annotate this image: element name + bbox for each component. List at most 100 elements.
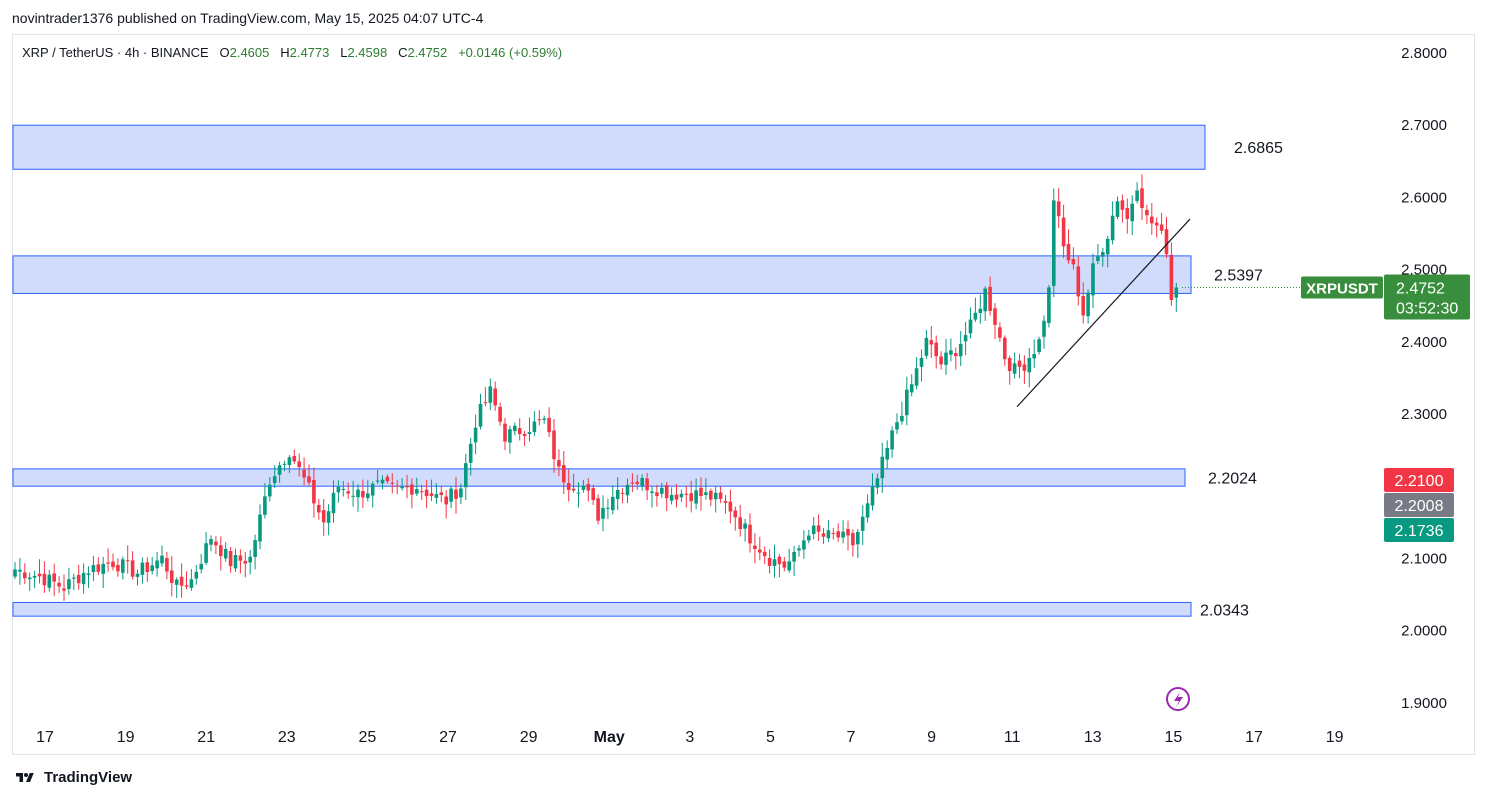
candle-body bbox=[728, 501, 733, 512]
candle-body bbox=[366, 493, 370, 499]
tradingview-brand[interactable]: TradingView bbox=[12, 769, 132, 786]
candle-body bbox=[503, 423, 507, 442]
candle-body bbox=[361, 491, 365, 498]
candle-body bbox=[679, 493, 684, 498]
candle-body bbox=[968, 319, 973, 334]
candle-body bbox=[562, 465, 566, 483]
candle-body bbox=[846, 528, 850, 536]
candle-body bbox=[199, 563, 203, 570]
candle-body bbox=[473, 427, 478, 443]
candle-body bbox=[380, 479, 385, 484]
candle-body bbox=[998, 327, 1002, 338]
candle-body bbox=[121, 559, 125, 573]
candle-body bbox=[125, 560, 130, 562]
zone-label-1: 2.5397 bbox=[1214, 268, 1263, 285]
candle-body bbox=[954, 353, 958, 357]
candle-body bbox=[1154, 222, 1159, 226]
candle-body bbox=[900, 415, 904, 422]
candle-body bbox=[243, 560, 248, 564]
candle-body bbox=[449, 488, 453, 502]
candle-body bbox=[1150, 216, 1154, 224]
candle-body bbox=[576, 492, 581, 494]
candle-body bbox=[228, 550, 233, 567]
candle-body bbox=[219, 545, 223, 557]
y-tick-label: 2.3000 bbox=[1401, 406, 1447, 423]
candle-body bbox=[890, 430, 894, 450]
candle-body bbox=[459, 488, 463, 498]
price-badge-text-1: 2.2008 bbox=[1395, 498, 1444, 515]
candle-body bbox=[733, 510, 738, 518]
candle-body bbox=[650, 491, 654, 494]
candle-body bbox=[669, 494, 674, 501]
candle-body bbox=[532, 421, 537, 433]
candle-body bbox=[321, 510, 326, 523]
candle-body bbox=[18, 569, 22, 572]
x-tick-label: 5 bbox=[766, 729, 775, 746]
replay-lightning-icon[interactable] bbox=[1166, 687, 1190, 711]
candle-body bbox=[86, 573, 91, 576]
candle-body bbox=[370, 483, 375, 496]
candle-body bbox=[694, 490, 698, 504]
candle-body bbox=[429, 493, 434, 497]
candle-body bbox=[963, 335, 968, 342]
price-badge-text-2: 2.1736 bbox=[1395, 523, 1444, 540]
candle-body bbox=[91, 565, 96, 573]
candle-body bbox=[606, 507, 610, 509]
brand-name: TradingView bbox=[44, 769, 133, 786]
x-tick-label: 27 bbox=[439, 729, 457, 746]
candle-body bbox=[767, 557, 772, 566]
candle-body bbox=[787, 561, 791, 571]
change-value: +0.0146 (+0.59%) bbox=[458, 45, 563, 60]
candle-body bbox=[341, 488, 346, 490]
candle-body bbox=[856, 531, 860, 545]
candle-body bbox=[552, 430, 556, 460]
candle-body bbox=[170, 570, 174, 583]
candle-body bbox=[292, 455, 297, 462]
candle-body bbox=[1096, 256, 1100, 261]
candle-body bbox=[150, 565, 154, 572]
y-tick-label: 2.0000 bbox=[1401, 623, 1447, 640]
y-tick-label: 2.1000 bbox=[1401, 550, 1447, 567]
candle-body bbox=[454, 489, 458, 499]
candle-body bbox=[909, 384, 914, 393]
candle-body bbox=[709, 490, 713, 500]
candle-body bbox=[145, 562, 150, 573]
candle-body bbox=[248, 556, 252, 563]
candle-body bbox=[424, 489, 429, 497]
candle-body bbox=[684, 493, 689, 495]
candle-body bbox=[434, 494, 439, 498]
candle-body bbox=[615, 489, 620, 500]
candle-body bbox=[821, 533, 826, 537]
candle-body bbox=[811, 525, 816, 535]
candle-body bbox=[444, 496, 448, 505]
candle-body bbox=[233, 555, 238, 569]
candle-body bbox=[42, 573, 47, 586]
candle-body bbox=[1056, 201, 1061, 217]
candle-body bbox=[106, 562, 110, 564]
open-value: 2.4605 bbox=[229, 45, 270, 60]
candle-body bbox=[973, 312, 978, 320]
candle-body bbox=[395, 485, 399, 487]
candle-body bbox=[875, 478, 880, 488]
candle-body bbox=[630, 482, 635, 484]
x-tick-label: 19 bbox=[117, 729, 135, 746]
zone-0 bbox=[12, 124, 1206, 170]
candle-body bbox=[777, 556, 782, 565]
candle-body bbox=[939, 356, 943, 365]
overlays-layer bbox=[1016, 218, 1300, 408]
candle-body bbox=[111, 561, 115, 568]
candle-body bbox=[67, 579, 71, 590]
candle-body bbox=[522, 433, 527, 436]
candle-body bbox=[1052, 200, 1056, 286]
symbol-badge bbox=[1301, 276, 1383, 299]
candle-body bbox=[282, 463, 287, 465]
zone-label-2: 2.2024 bbox=[1208, 471, 1257, 488]
x-tick-label: 29 bbox=[520, 729, 538, 746]
candle-body bbox=[547, 417, 551, 433]
low-label: L bbox=[340, 45, 348, 60]
zone-label-3: 2.0343 bbox=[1200, 602, 1249, 619]
candle-body bbox=[405, 486, 409, 488]
candle-body bbox=[542, 418, 546, 420]
candle-body bbox=[640, 477, 644, 487]
